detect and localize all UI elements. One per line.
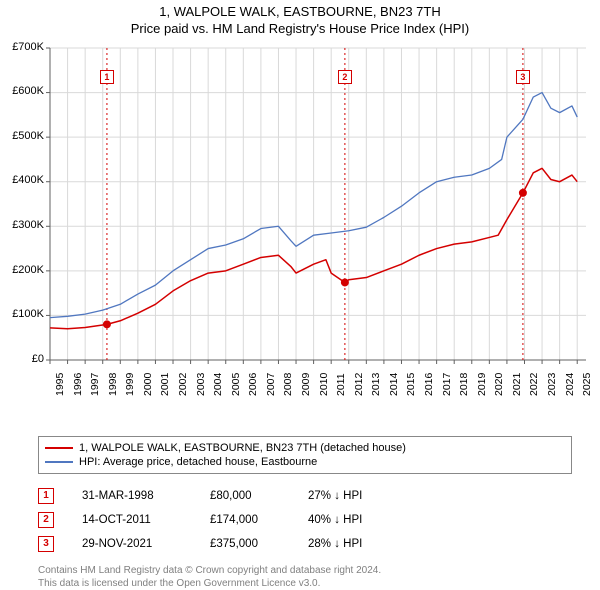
y-tick-label: £200K	[2, 264, 44, 276]
x-tick-label: 2012	[353, 372, 365, 395]
x-tick-label: 2010	[318, 372, 330, 395]
x-tick-label: 2018	[458, 372, 470, 395]
x-tick-label: 1999	[124, 372, 136, 395]
x-tick-label: 2000	[142, 372, 154, 395]
sale-marker-badge: 2	[338, 70, 352, 84]
sale-marker-badge: 1	[100, 70, 114, 84]
legend-item: 1, WALPOLE WALK, EASTBOURNE, BN23 7TH (d…	[45, 441, 565, 455]
sale-price: £174,000	[210, 514, 280, 526]
x-tick-label: 2001	[159, 372, 171, 395]
y-tick-label: £600K	[2, 85, 44, 97]
x-tick-label: 1997	[89, 372, 101, 395]
legend-label: 1, WALPOLE WALK, EASTBOURNE, BN23 7TH (d…	[79, 442, 406, 454]
footer-line1: Contains HM Land Registry data © Crown c…	[38, 564, 572, 577]
x-tick-label: 2011	[335, 373, 347, 396]
x-tick-label: 2006	[247, 372, 259, 395]
x-tick-label: 2015	[405, 372, 417, 395]
x-tick-label: 2014	[388, 372, 400, 395]
y-tick-label: £0	[2, 353, 44, 365]
sale-row-badge: 2	[38, 512, 54, 528]
legend-box: 1, WALPOLE WALK, EASTBOURNE, BN23 7TH (d…	[38, 436, 572, 474]
title-block: 1, WALPOLE WALK, EASTBOURNE, BN23 7TH Pr…	[0, 0, 600, 40]
sale-vs-hpi: 27% ↓ HPI	[308, 490, 398, 502]
sale-row: 1 31-MAR-1998 £80,000 27% ↓ HPI	[38, 484, 572, 508]
sale-price: £375,000	[210, 538, 280, 550]
sale-vs-hpi: 28% ↓ HPI	[308, 538, 398, 550]
x-tick-label: 2005	[230, 372, 242, 395]
x-tick-label: 2024	[564, 372, 576, 395]
x-tick-label: 2004	[212, 372, 224, 395]
y-tick-label: £400K	[2, 174, 44, 186]
title-address: 1, WALPOLE WALK, EASTBOURNE, BN23 7TH	[0, 4, 600, 21]
y-tick-label: £500K	[2, 130, 44, 142]
footer-attribution: Contains HM Land Registry data © Crown c…	[38, 564, 572, 590]
sale-marker-badge: 3	[516, 70, 530, 84]
legend-label: HPI: Average price, detached house, East…	[79, 456, 317, 468]
x-tick-label: 2023	[546, 372, 558, 395]
sale-row: 2 14-OCT-2011 £174,000 40% ↓ HPI	[38, 508, 572, 532]
footer-line2: This data is licensed under the Open Gov…	[38, 577, 572, 590]
y-tick-label: £300K	[2, 219, 44, 231]
x-tick-label: 2007	[265, 372, 277, 395]
x-tick-label: 2020	[493, 372, 505, 395]
x-tick-label: 2019	[476, 372, 488, 395]
sale-date: 14-OCT-2011	[82, 514, 182, 526]
x-tick-label: 2002	[177, 372, 189, 395]
x-tick-label: 2022	[528, 372, 540, 395]
x-tick-label: 2025	[581, 372, 593, 395]
y-tick-label: £700K	[2, 41, 44, 53]
sale-vs-hpi: 40% ↓ HPI	[308, 514, 398, 526]
legend-item: HPI: Average price, detached house, East…	[45, 455, 565, 469]
sale-date: 29-NOV-2021	[82, 538, 182, 550]
sales-table: 1 31-MAR-1998 £80,000 27% ↓ HPI 2 14-OCT-2011…	[38, 484, 572, 556]
title-subtitle: Price paid vs. HM Land Registry's House …	[0, 21, 600, 38]
sale-row-badge: 1	[38, 488, 54, 504]
sale-row-badge: 3	[38, 536, 54, 552]
x-tick-label: 2008	[282, 372, 294, 395]
legend-swatch	[45, 447, 73, 449]
x-tick-label: 2021	[511, 372, 523, 395]
chart-container: 1, WALPOLE WALK, EASTBOURNE, BN23 7TH Pr…	[0, 0, 600, 590]
sale-row: 3 29-NOV-2021 £375,000 28% ↓ HPI	[38, 532, 572, 556]
chart-area: £0 £100K £200K £300K £400K £500K £600K £700K 199…	[0, 40, 600, 430]
line-chart-svg	[0, 40, 600, 430]
legend-swatch	[45, 461, 73, 463]
x-tick-label: 2013	[370, 372, 382, 395]
sale-price: £80,000	[210, 490, 280, 502]
x-tick-label: 1996	[72, 372, 84, 395]
x-tick-label: 2003	[195, 372, 207, 395]
x-tick-label: 1998	[107, 372, 119, 395]
x-tick-label: 1995	[54, 372, 66, 395]
y-tick-label: £100K	[2, 308, 44, 320]
x-tick-label: 2016	[423, 372, 435, 395]
x-tick-label: 2017	[441, 372, 453, 395]
x-tick-label: 2009	[300, 372, 312, 395]
sale-date: 31-MAR-1998	[82, 490, 182, 502]
